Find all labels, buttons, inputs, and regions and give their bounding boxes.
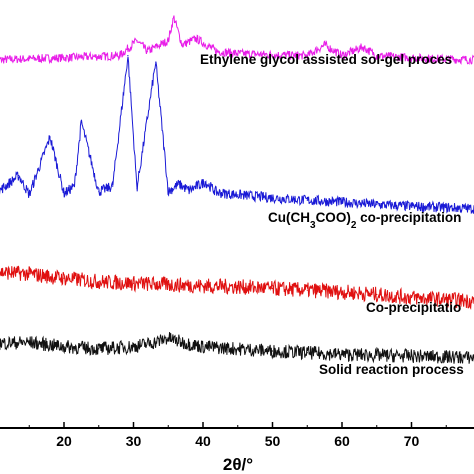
series-1-trace — [0, 15, 474, 65]
data-point — [216, 50, 218, 53]
data-point — [98, 191, 100, 193]
data-point — [216, 192, 218, 194]
data-point — [271, 54, 274, 56]
data-point — [202, 285, 204, 287]
data-point — [204, 181, 206, 183]
x-tick-label: 70 — [404, 433, 420, 449]
data-point — [445, 207, 447, 209]
data-point — [306, 289, 308, 291]
data-point — [63, 192, 65, 195]
data-point — [341, 55, 343, 57]
data-point — [98, 348, 100, 350]
data-point — [410, 355, 413, 357]
data-point — [376, 354, 378, 356]
data-point — [237, 286, 239, 288]
data-point — [362, 46, 364, 48]
data-point — [63, 57, 65, 59]
data-point — [173, 16, 175, 18]
x-tick-label: 30 — [126, 433, 142, 449]
data-point — [188, 189, 190, 192]
data-point — [271, 197, 274, 199]
x-tick-label: 60 — [334, 433, 350, 449]
series-line — [0, 56, 474, 215]
data-point — [410, 296, 413, 299]
series-3-trace — [0, 265, 474, 311]
data-point — [127, 55, 129, 57]
series-labels: Ethylene glycol assisted sol-gel proces C… — [200, 52, 464, 377]
data-point — [28, 341, 30, 343]
data-point — [324, 44, 326, 46]
data-point — [341, 353, 343, 355]
data-point — [63, 346, 65, 348]
data-point — [136, 40, 138, 42]
data-point — [73, 185, 75, 187]
data-point — [155, 61, 157, 63]
data-point — [445, 58, 447, 60]
data-point — [195, 37, 197, 40]
data-point — [237, 348, 239, 350]
data-point — [167, 40, 169, 42]
data-point — [376, 293, 378, 296]
series-1-label: Ethylene glycol assisted sol-gel proces — [200, 52, 452, 67]
data-point — [410, 205, 413, 207]
series-line — [0, 265, 474, 311]
data-point — [132, 282, 135, 284]
data-point — [153, 341, 155, 343]
x-tick-label: 50 — [265, 433, 281, 449]
series-line — [0, 332, 474, 364]
data-point — [28, 273, 30, 275]
data-point — [306, 199, 308, 201]
data-point — [237, 52, 239, 55]
series-line — [0, 15, 474, 65]
x-tick-label: 20 — [56, 433, 72, 449]
data-point — [271, 287, 274, 290]
data-point — [410, 57, 413, 59]
data-point — [178, 183, 180, 185]
data-point — [237, 194, 239, 196]
data-point — [49, 136, 51, 138]
series-2-trace — [0, 55, 474, 215]
data-point — [136, 187, 138, 189]
data-point — [98, 281, 100, 283]
data-point — [132, 346, 135, 348]
data-point — [341, 291, 343, 293]
series-4-trace — [0, 332, 474, 364]
data-point — [181, 44, 183, 46]
data-point — [306, 352, 308, 354]
data-point — [167, 284, 169, 286]
data-point — [167, 191, 169, 193]
data-point — [167, 337, 169, 339]
data-point — [306, 55, 308, 57]
plot-area — [0, 15, 474, 364]
data-point — [146, 50, 148, 53]
data-point — [271, 350, 274, 352]
data-point — [181, 341, 183, 343]
data-point — [28, 194, 30, 196]
data-point — [445, 299, 447, 301]
data-point — [80, 121, 82, 123]
x-tick-label: 40 — [195, 433, 211, 449]
series-2-label: Cu(CH3COO)2 co-precipitation — [268, 210, 461, 231]
data-point — [445, 356, 447, 358]
x-axis-label: 2θ/° — [223, 455, 253, 474]
data-point — [112, 185, 114, 187]
axes: 20 30 40 50 60 70 2θ/° — [0, 422, 474, 474]
data-point — [119, 55, 121, 57]
series-3-label: Co-precipitatio — [366, 300, 461, 315]
data-point — [63, 277, 65, 279]
data-point — [376, 204, 378, 206]
data-point — [341, 201, 343, 203]
data-point — [376, 55, 378, 57]
data-point — [202, 346, 204, 348]
series-4-label: Solid reaction process — [319, 362, 464, 377]
data-point — [18, 174, 20, 177]
